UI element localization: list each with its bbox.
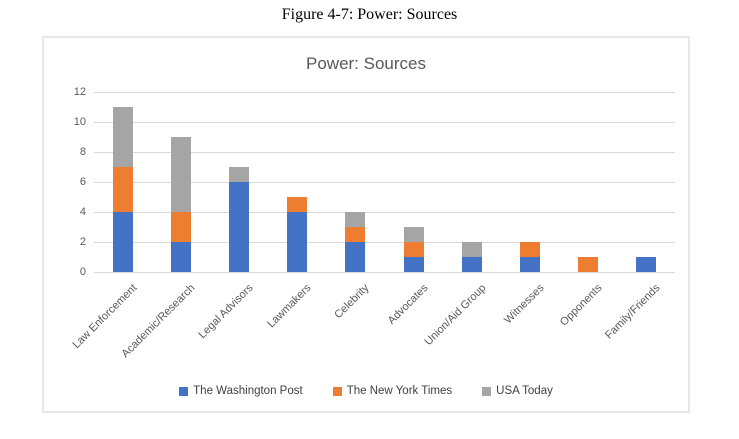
gridline (94, 212, 675, 213)
chart-title: Power: Sources (306, 54, 426, 73)
bar-segment-the-new-york-times (171, 212, 192, 242)
legend-item: The New York Times (332, 385, 453, 397)
legend-swatch-icon (332, 386, 342, 396)
y-axis-tick-label: 6 (79, 176, 86, 188)
legend-item: USA Today (482, 385, 553, 397)
bar-stack (577, 92, 598, 272)
bar-stack (403, 92, 424, 272)
x-axis-tick-label: Opponents (557, 282, 605, 329)
bar-segment-the-washington-post (171, 242, 192, 272)
bar-stack (519, 92, 540, 272)
gridline (94, 182, 675, 183)
bar-segment-usa-today (229, 167, 250, 182)
bar-stack (635, 92, 656, 272)
bar-segment-the-new-york-times (577, 257, 598, 272)
bar-stack (229, 92, 250, 272)
x-axis-tick-label: Witnesses (501, 282, 547, 327)
x-axis-tick-label: Advocates (385, 282, 431, 327)
y-axis-tick-label: 8 (79, 146, 86, 158)
bar-segment-usa-today (403, 227, 424, 242)
bar-segment-the-washington-post (403, 257, 424, 272)
y-axis-tick-label: 12 (73, 86, 86, 98)
gridline (94, 242, 675, 243)
legend-item: The Washington Post (179, 385, 303, 397)
chart-legend: The Washington Post The New York Times USA… (44, 385, 688, 397)
chart-container: Power: Sources 0 2 4 6 8 10 12 Law Enforcement A… (42, 36, 690, 413)
gridline (94, 92, 675, 93)
x-axis-tick-label: Union/Aid Group (422, 282, 489, 348)
x-axis-tick-label: Family/Friends (602, 282, 663, 342)
y-axis-tick-label: 0 (79, 266, 86, 278)
gridline (94, 152, 675, 153)
x-axis-tick-label: Academic/Research (119, 282, 198, 361)
y-axis-tick-label: 10 (73, 116, 86, 128)
bar-stack (171, 92, 192, 272)
y-axis-tick-label: 2 (79, 236, 86, 248)
bar-segment-the-new-york-times (403, 242, 424, 257)
bar-segment-the-washington-post (113, 212, 134, 272)
gridline (94, 272, 675, 273)
legend-label: The New York Times (346, 385, 453, 397)
x-axis-tick-label: Law Enforcement (70, 282, 140, 352)
bar-stack (287, 92, 308, 272)
x-axis-tick-label: Lawmakers (265, 282, 314, 331)
legend-label: The Washington Post (193, 385, 303, 397)
bar-segment-the-washington-post (519, 257, 540, 272)
x-axis-tick-label: Celebrity (332, 282, 372, 322)
bar-stack (461, 92, 482, 272)
bar-segment-the-washington-post (229, 182, 250, 272)
bar-segment-the-new-york-times (113, 167, 134, 212)
x-axis-tick-label: Legal Advisors (196, 282, 256, 342)
legend-swatch-icon (179, 386, 189, 396)
y-axis-tick-label: 4 (79, 206, 86, 218)
bar-segment-usa-today (113, 107, 134, 167)
bar-segment-the-washington-post (635, 257, 656, 272)
bar-segment-the-washington-post (287, 212, 308, 272)
bar-segment-usa-today (171, 137, 192, 212)
legend-swatch-icon (482, 386, 492, 396)
bar-stack (345, 92, 366, 272)
bar-segment-usa-today (461, 242, 482, 257)
bar-segment-the-new-york-times (345, 227, 366, 242)
bar-segment-the-washington-post (461, 257, 482, 272)
bar-segment-the-new-york-times (519, 242, 540, 257)
bar-segment-usa-today (345, 212, 366, 227)
bar-stack (113, 92, 134, 272)
legend-label: USA Today (496, 385, 553, 397)
bar-segment-the-washington-post (345, 242, 366, 272)
bar-segment-the-new-york-times (287, 197, 308, 212)
gridline (94, 122, 675, 123)
figure-caption: Figure 4-7: Power: Sources (281, 6, 458, 23)
